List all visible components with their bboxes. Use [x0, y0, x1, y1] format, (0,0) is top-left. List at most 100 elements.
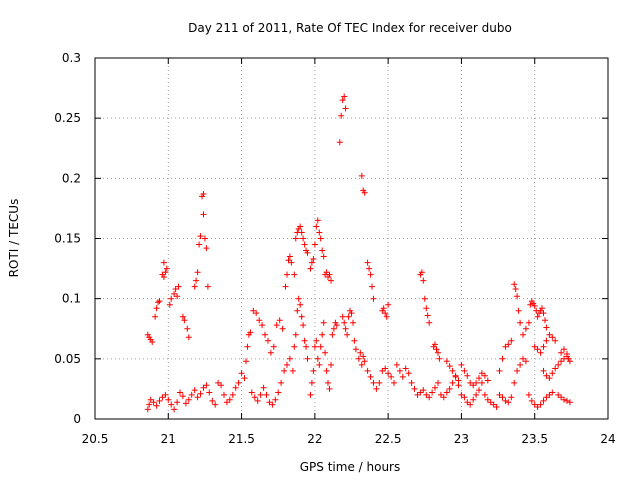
data-point-marker	[393, 361, 400, 368]
data-point-marker	[194, 269, 201, 276]
x-tick-label: 23	[454, 432, 469, 446]
data-point-marker	[300, 235, 307, 242]
data-point-marker	[168, 401, 175, 408]
data-point-marker	[150, 399, 157, 406]
data-point-marker	[298, 229, 305, 236]
data-point-marker	[461, 367, 468, 374]
data-point-marker	[357, 349, 364, 356]
data-point-marker	[191, 387, 198, 394]
data-point-marker	[505, 341, 512, 348]
data-point-marker	[294, 307, 301, 314]
data-point-marker	[286, 253, 293, 260]
data-point-marker	[493, 404, 500, 410]
data-point-marker	[251, 394, 258, 401]
data-point-marker	[339, 313, 346, 320]
data-point-marker	[385, 301, 392, 308]
data-point-marker	[364, 259, 371, 266]
data-point-marker	[273, 322, 280, 329]
data-point-marker	[328, 361, 334, 368]
x-tick-label: 20.5	[82, 432, 109, 446]
data-point-marker	[367, 373, 374, 380]
data-point-marker	[310, 367, 317, 374]
data-point-marker	[380, 305, 387, 312]
data-point-marker	[326, 271, 333, 278]
data-point-marker	[432, 341, 438, 348]
data-point-marker	[522, 358, 529, 365]
data-point-marker	[200, 191, 207, 197]
data-point-marker	[260, 384, 267, 391]
data-point-marker	[279, 325, 286, 332]
data-point-marker	[481, 372, 488, 379]
data-point-marker	[564, 351, 570, 357]
data-point-marker	[534, 313, 541, 320]
data-point-marker	[476, 387, 482, 394]
data-point-marker	[171, 406, 178, 413]
data-point-marker	[522, 325, 529, 332]
data-point-marker	[539, 305, 545, 312]
data-point-marker	[564, 397, 570, 404]
x-tick-label: 22	[307, 432, 322, 446]
data-point-marker	[449, 379, 456, 386]
data-point-marker	[319, 247, 326, 254]
data-point-marker	[221, 391, 227, 398]
data-point-marker	[405, 370, 412, 377]
data-point-marker	[511, 379, 518, 386]
data-point-marker	[317, 235, 324, 242]
data-point-marker	[257, 391, 264, 398]
data-point-marker	[218, 382, 225, 389]
data-point-marker	[348, 310, 355, 317]
data-point-marker	[373, 385, 380, 392]
data-point-marker	[443, 389, 450, 396]
data-point-marker	[311, 241, 318, 248]
data-point-marker	[265, 337, 271, 344]
data-point-marker	[292, 235, 299, 242]
data-point-marker	[476, 375, 482, 382]
y-tick-label: 0.25	[54, 111, 81, 125]
x-axis-ticks: 20.5 21 21.5 22 22.5 23 23.5 24	[82, 58, 616, 446]
data-point-marker	[446, 363, 453, 370]
data-point-marker	[322, 349, 329, 356]
data-point-marker	[360, 353, 367, 360]
data-point-marker	[511, 281, 518, 288]
data-point-marker	[303, 343, 310, 350]
data-point-marker	[282, 283, 289, 290]
data-point-marker	[185, 334, 192, 341]
data-point-marker	[561, 346, 567, 353]
data-point-marker	[420, 277, 427, 284]
data-point-marker	[464, 372, 471, 379]
data-point-marker	[182, 400, 189, 407]
data-point-marker	[351, 337, 358, 344]
data-point-marker	[188, 391, 195, 398]
data-point-marker	[361, 358, 368, 365]
y-tick-label: 0	[73, 412, 81, 426]
data-point-marker	[244, 343, 251, 350]
data-point-marker	[284, 271, 290, 278]
data-point-marker	[514, 293, 521, 300]
data-point-marker	[160, 274, 167, 280]
data-point-marker	[301, 337, 308, 344]
data-point-marker	[291, 271, 298, 278]
data-point-marker	[546, 375, 553, 382]
data-point-marker	[552, 337, 559, 344]
data-point-marker	[212, 401, 219, 408]
data-point-marker	[229, 391, 236, 398]
data-point-marker	[156, 298, 163, 305]
data-point-marker	[248, 389, 255, 396]
data-point-marker	[204, 283, 211, 290]
data-point-marker	[256, 317, 263, 324]
data-point-marker	[146, 401, 153, 408]
data-point-marker	[473, 391, 480, 398]
data-point-marker	[369, 283, 375, 290]
data-point-marker	[470, 396, 477, 403]
data-point-marker	[278, 379, 285, 386]
data-point-marker	[152, 313, 159, 320]
data-point-marker	[297, 223, 304, 230]
data-point-marker	[566, 399, 573, 406]
data-point-marker	[411, 385, 418, 392]
data-point-marker	[313, 223, 320, 230]
data-point-marker	[478, 379, 485, 386]
data-point-marker	[502, 397, 509, 404]
data-point-marker	[531, 302, 538, 309]
data-point-marker	[382, 310, 389, 317]
